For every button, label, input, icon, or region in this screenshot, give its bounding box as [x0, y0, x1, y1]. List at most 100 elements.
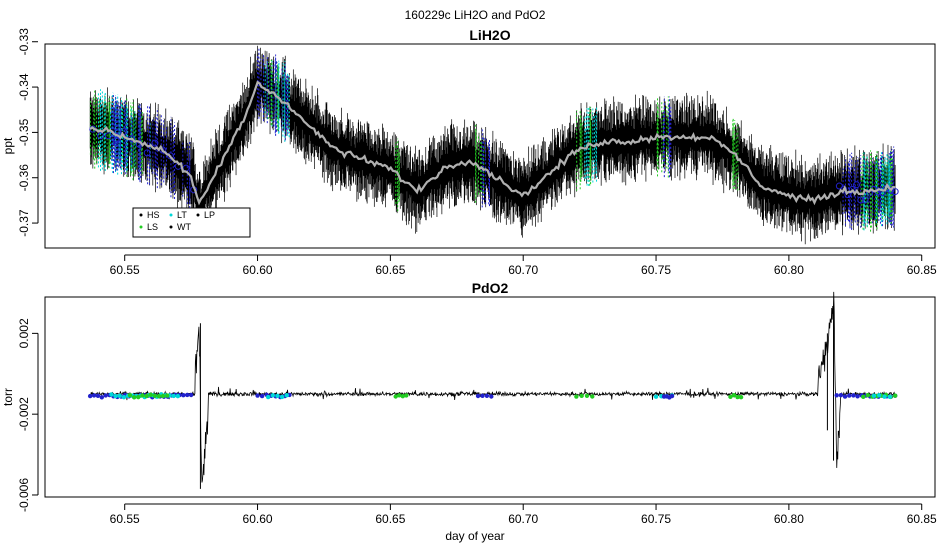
- state-dot-pdo2: [400, 394, 405, 399]
- x-tick-label-pdo2: 60.75: [641, 512, 671, 526]
- x-tick-label-pdo2: 60.85: [907, 512, 937, 526]
- state-dot-pdo2: [109, 392, 114, 397]
- instrument-circle-lih2o: [887, 186, 895, 194]
- legend-marker-lp: [196, 213, 200, 217]
- state-dot-pdo2: [590, 394, 595, 399]
- state-dot-pdo2: [152, 393, 158, 398]
- state-dot-pdo2: [738, 395, 744, 400]
- state-dot-pdo2: [144, 393, 149, 399]
- y-tick-label-lih2o: -0.37: [17, 209, 31, 237]
- state-dot-pdo2: [171, 393, 176, 399]
- state-dot-pdo2: [91, 393, 97, 398]
- instrument-circle-lih2o: [143, 149, 151, 157]
- state-dot-pdo2: [136, 394, 141, 400]
- plot-frame-pdo2: [44, 296, 936, 498]
- legend-label-ls: LS: [147, 222, 158, 232]
- state-dot-pdo2: [865, 393, 871, 398]
- legend-marker-lt: [169, 213, 173, 217]
- instrument-circle-lih2o: [891, 188, 899, 196]
- x-tick-label-pdo2: 60.80: [774, 512, 804, 526]
- state-dot-pdo2: [160, 393, 166, 399]
- state-dot-pdo2: [574, 394, 579, 399]
- state-dot-pdo2: [131, 395, 137, 400]
- state-dot-pdo2: [475, 393, 481, 399]
- y-tick-label-pdo2: -0.002: [17, 397, 31, 431]
- state-dot-pdo2: [584, 393, 590, 399]
- y-tick-label-lih2o: -0.36: [17, 164, 31, 192]
- y-tick-label-lih2o: -0.33: [17, 28, 31, 56]
- state-dot-pdo2: [851, 393, 856, 398]
- y-tick-label-lih2o: -0.35: [17, 118, 31, 146]
- state-dot-pdo2: [404, 393, 409, 398]
- state-dot-pdo2: [861, 394, 866, 400]
- state-dot-pdo2: [871, 393, 877, 398]
- state-dot-pdo2: [838, 392, 844, 398]
- chart-panel-lih2o: LiH2O ppt 60.55 60.60 60.65 60.70 60.75 60.80 60…: [1, 27, 937, 277]
- x-tick-label-lih2o: 60.55: [110, 263, 140, 277]
- x-tick-label-pdo2: 60.60: [243, 512, 273, 526]
- state-dot-pdo2: [265, 394, 271, 400]
- legend-box: [132, 207, 251, 238]
- legend-marker-wt: [169, 225, 173, 229]
- state-dot-pdo2: [175, 393, 181, 399]
- instrument-circle-lih2o: [151, 139, 159, 147]
- y-tick-label-lih2o: -0.34: [17, 73, 31, 101]
- state-dot-pdo2: [735, 394, 740, 400]
- y-axis-label-pdo2: torr: [1, 388, 15, 406]
- y-tick-label-pdo2: 0.002: [17, 318, 31, 348]
- x-tick-label-pdo2: 60.55: [110, 512, 140, 526]
- instrument-circle-lih2o: [166, 152, 174, 160]
- state-dot-pdo2: [480, 393, 485, 399]
- state-dot-pdo2: [103, 393, 108, 398]
- instrument-circle-lih2o: [853, 181, 861, 189]
- figure-suptitle: 160229c LiH2O and PdO2: [405, 8, 546, 22]
- state-dot-pdo2: [275, 393, 280, 399]
- state-dot-pdo2: [279, 394, 285, 400]
- state-dot-pdo2: [882, 394, 887, 399]
- y-tick-label-pdo2: -0.006: [17, 478, 31, 512]
- instrument-circle-lih2o: [835, 182, 843, 190]
- instrument-circle-lih2o: [861, 196, 869, 204]
- x-tick-label-lih2o: 60.70: [508, 263, 538, 277]
- state-dot-pdo2: [259, 393, 265, 399]
- instrument-circle-lih2o: [104, 132, 112, 140]
- legend-label-hs: HS: [147, 210, 160, 220]
- state-dot-pdo2: [728, 394, 733, 400]
- legend-lih2o: HS LS LT WT LP: [132, 207, 251, 238]
- state-dot-pdo2: [484, 393, 490, 398]
- state-dot-pdo2: [892, 393, 898, 398]
- state-dot-pdo2: [270, 393, 276, 398]
- state-dot-pdo2: [140, 393, 145, 398]
- state-dot-pdo2: [188, 392, 194, 398]
- state-dot-pdo2: [855, 394, 860, 399]
- instrument-circle-lih2o: [857, 196, 865, 204]
- panel-title-pdo2: PdO2: [472, 280, 509, 296]
- state-dot-pdo2: [393, 394, 398, 399]
- state-dot-pdo2: [842, 394, 848, 399]
- x-tick-label-lih2o: 60.65: [375, 263, 405, 277]
- legend-label-wt: WT: [177, 222, 191, 232]
- state-dot-pdo2: [579, 393, 584, 399]
- panel-title-lih2o: LiH2O: [469, 27, 510, 43]
- x-tick-label-lih2o: 60.60: [243, 263, 273, 277]
- instrument-circle-lih2o: [848, 185, 856, 193]
- legend-marker-hs: [139, 213, 143, 217]
- state-dot-pdo2: [397, 393, 402, 398]
- state-dot-pdo2: [834, 393, 839, 398]
- state-dot-pdo2: [165, 393, 170, 398]
- state-dot-pdo2: [847, 393, 852, 398]
- instrument-circle-lih2o: [112, 137, 120, 145]
- state-dot-pdo2: [255, 393, 260, 398]
- x-tick-label-pdo2: 60.65: [375, 512, 405, 526]
- chart-panel-pdo2: PdO2 torr 60.55 60.60 60.65 60.70 60.75 60.80 60…: [1, 280, 937, 526]
- legend-label-lp: LP: [204, 210, 215, 220]
- state-dot-pdo2: [117, 393, 122, 399]
- x-tick-label-pdo2: 60.70: [508, 512, 538, 526]
- noise-trace-pdo2: [89, 291, 896, 483]
- plot-frame-lih2o: [44, 43, 936, 249]
- y-axis-label-lih2o: ppt: [1, 137, 15, 154]
- state-dot-pdo2: [87, 393, 93, 399]
- state-dot-pdo2: [95, 393, 101, 399]
- state-dot-pdo2: [185, 392, 190, 398]
